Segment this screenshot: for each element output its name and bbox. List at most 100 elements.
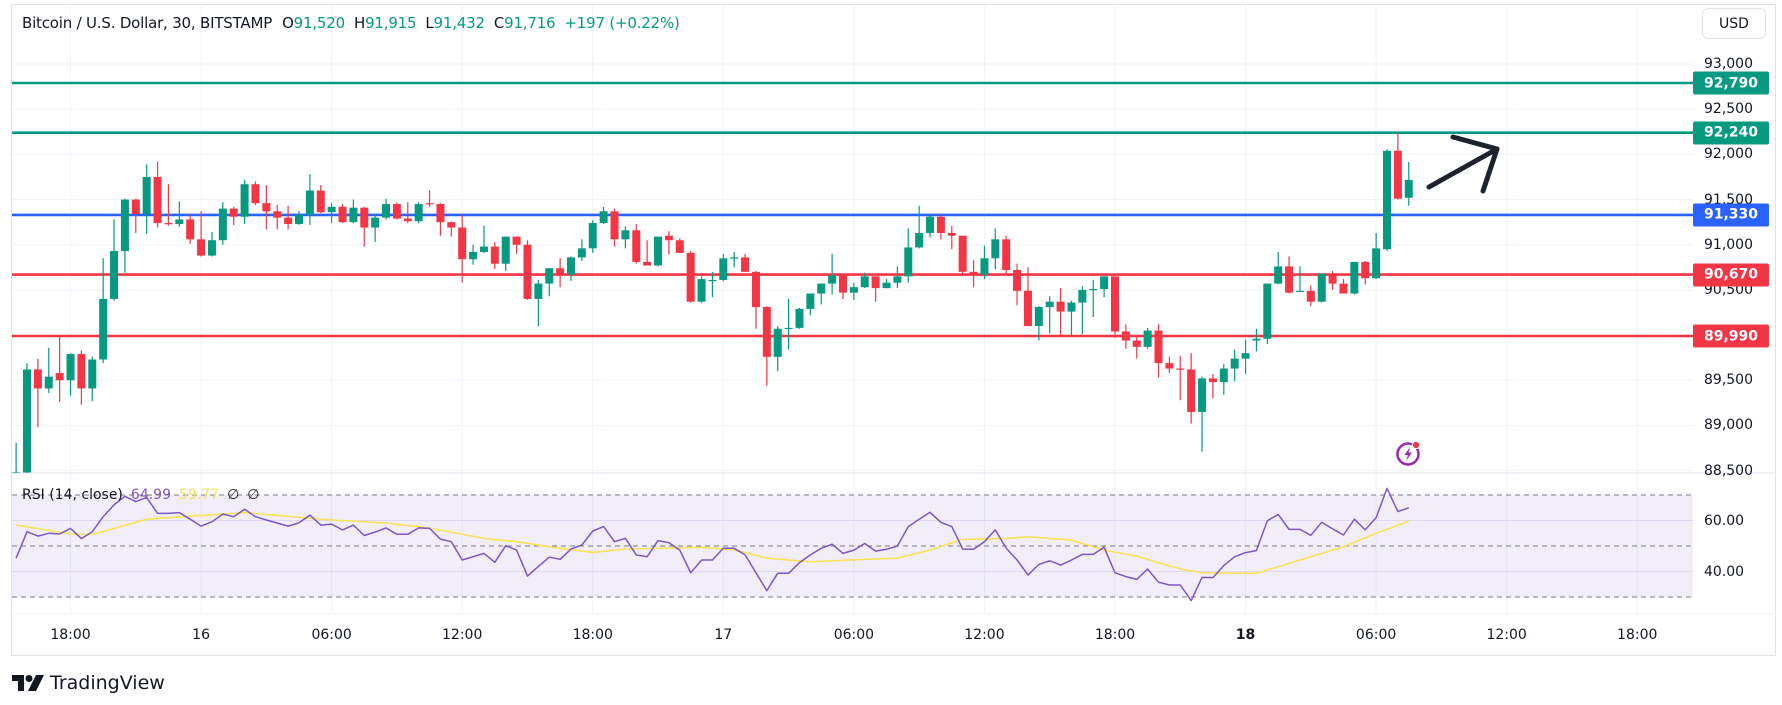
candle-body bbox=[1165, 363, 1174, 369]
high-value: 91,915 bbox=[365, 14, 417, 32]
candle-body bbox=[110, 251, 119, 299]
lightning-alert-icon[interactable] bbox=[1395, 439, 1423, 467]
candle bbox=[360, 206, 369, 247]
candle bbox=[556, 258, 565, 288]
candle-body bbox=[458, 227, 467, 260]
candle-body bbox=[1089, 289, 1098, 291]
candle bbox=[1208, 373, 1217, 399]
candle-body bbox=[197, 239, 206, 256]
candle-body bbox=[621, 230, 630, 240]
candle bbox=[1295, 266, 1304, 293]
candle-body bbox=[947, 232, 956, 236]
candle-body bbox=[414, 204, 423, 222]
candle-body bbox=[1328, 273, 1337, 284]
candle bbox=[501, 236, 510, 271]
candle-body bbox=[958, 235, 967, 272]
candle bbox=[806, 293, 815, 316]
candle-body bbox=[305, 190, 314, 215]
candle-body bbox=[599, 211, 608, 224]
candle bbox=[980, 245, 989, 280]
candle bbox=[186, 214, 195, 244]
candle-body bbox=[1263, 283, 1272, 339]
candle-body bbox=[1176, 368, 1185, 370]
candle-body bbox=[1002, 239, 1011, 271]
candle-body bbox=[120, 199, 129, 252]
candle-body bbox=[534, 283, 543, 299]
candle bbox=[904, 228, 913, 283]
candle bbox=[871, 276, 880, 302]
arrow-shaft bbox=[1426, 146, 1500, 190]
candle bbox=[251, 181, 260, 205]
candle-body bbox=[240, 184, 249, 217]
candle-body bbox=[392, 204, 401, 219]
candle bbox=[131, 198, 140, 233]
candle bbox=[44, 347, 53, 393]
candle bbox=[1393, 132, 1402, 200]
candle-body bbox=[1372, 248, 1381, 279]
rsi-tick-label: 60.00 bbox=[1704, 512, 1745, 529]
candle-body bbox=[262, 203, 271, 212]
candle-body bbox=[795, 308, 804, 328]
candle-body bbox=[382, 204, 391, 218]
candle bbox=[197, 211, 206, 257]
up-right-arrow-drawing[interactable] bbox=[1426, 134, 1500, 194]
candle bbox=[817, 283, 826, 305]
close-value: 91,716 bbox=[504, 14, 556, 32]
price-level-label: 92,240 bbox=[1693, 121, 1769, 145]
candle-body bbox=[273, 211, 282, 218]
symbol-title[interactable]: Bitcoin / U.S. Dollar, 30, BITSTAMP bbox=[22, 14, 273, 32]
candle-body bbox=[675, 240, 684, 253]
candle bbox=[708, 271, 717, 298]
candle bbox=[1361, 261, 1370, 285]
tradingview-logo[interactable]: TradingView bbox=[12, 672, 165, 694]
candle bbox=[545, 268, 554, 297]
rsi-extra-1: ∅ bbox=[227, 487, 240, 503]
candle-body bbox=[1241, 353, 1250, 359]
candle-body bbox=[577, 248, 586, 258]
price-tick-label: 93,000 bbox=[1704, 56, 1753, 73]
candle-body bbox=[686, 252, 695, 302]
candle bbox=[207, 232, 216, 257]
candle bbox=[392, 202, 401, 220]
candle bbox=[1078, 286, 1087, 335]
candle bbox=[33, 358, 42, 428]
candle bbox=[741, 253, 750, 272]
candle-body bbox=[251, 184, 260, 204]
candle-body bbox=[153, 176, 162, 224]
candle-body bbox=[1317, 273, 1326, 302]
candle bbox=[458, 214, 467, 283]
candle bbox=[849, 282, 858, 300]
rsi-legend[interactable]: RSI (14, close) 64.99 59.77 ∅ ∅ bbox=[22, 487, 268, 503]
rsi-tick-label: 40.00 bbox=[1704, 563, 1745, 580]
candle bbox=[523, 240, 532, 300]
candle-body bbox=[632, 230, 641, 262]
close-label: C bbox=[493, 14, 505, 32]
candle bbox=[839, 273, 847, 299]
candle-body bbox=[567, 257, 575, 275]
candle-body bbox=[545, 268, 554, 284]
candle-body bbox=[654, 236, 663, 266]
time-tick-label: 12:00 bbox=[442, 627, 483, 643]
candle bbox=[1404, 162, 1413, 206]
candle-body bbox=[1023, 290, 1032, 327]
candle-body bbox=[773, 328, 782, 357]
candle bbox=[229, 206, 238, 225]
candle bbox=[316, 185, 325, 214]
currency-button[interactable]: USD bbox=[1702, 8, 1766, 39]
candle bbox=[1372, 232, 1381, 280]
candle bbox=[382, 198, 391, 220]
time-tick-label: 18:00 bbox=[1617, 627, 1658, 643]
arrow-head bbox=[1450, 134, 1500, 194]
candle bbox=[654, 236, 663, 267]
candle bbox=[664, 231, 673, 255]
time-tick-label: 17 bbox=[714, 627, 733, 643]
price-tick-label: 92,000 bbox=[1704, 146, 1753, 163]
price-tick-label: 89,000 bbox=[1704, 417, 1753, 434]
candle bbox=[1187, 353, 1196, 424]
candle-body bbox=[55, 373, 64, 381]
candle bbox=[610, 208, 619, 247]
candle-body bbox=[284, 217, 293, 224]
candle bbox=[1034, 306, 1043, 341]
candle-body bbox=[99, 298, 108, 360]
